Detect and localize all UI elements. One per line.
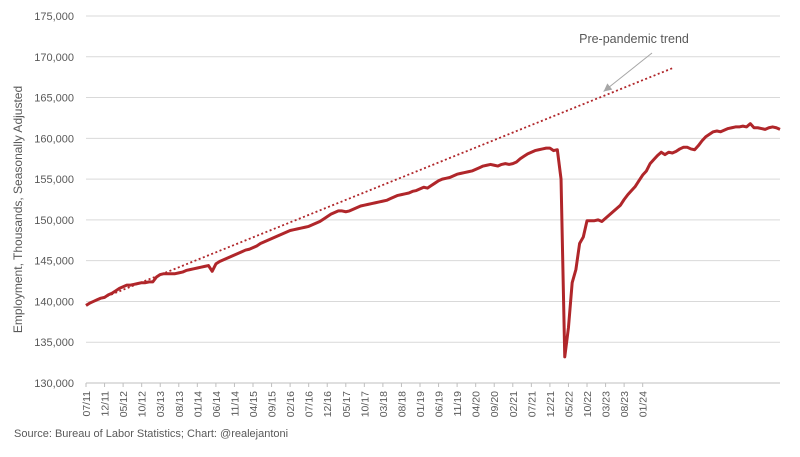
y-tick-label: 155,000 [34, 174, 74, 186]
x-tick-label: 02/16 [285, 391, 297, 417]
x-tick-label: 07/16 [304, 391, 316, 417]
x-tick-label: 12/21 [545, 391, 557, 417]
x-tick-label: 06/14 [211, 391, 223, 417]
annotation-label: Pre-pandemic trend [579, 32, 689, 46]
y-axis-label: Employment, Thousands, Seasonally Adjust… [11, 86, 25, 333]
x-tick-label: 04/20 [471, 391, 483, 417]
y-tick-label: 165,000 [34, 93, 74, 105]
grid-lines [86, 15, 780, 343]
x-tick-label: 01/24 [638, 391, 650, 417]
y-tick-label: 175,000 [34, 11, 74, 23]
x-tick-label: 05/22 [563, 391, 575, 417]
x-tick-label: 10/12 [137, 391, 149, 417]
x-tick-label: 05/12 [118, 391, 130, 417]
x-tick-label: 07/21 [526, 391, 538, 417]
x-tick-label: 08/13 [174, 391, 186, 417]
y-tick-label: 170,000 [34, 52, 74, 64]
x-tick-label: 11/19 [452, 391, 464, 417]
x-tick-label: 10/17 [359, 391, 371, 417]
pre-pandemic-trend-line [85, 67, 673, 306]
x-tick-label: 03/18 [378, 391, 390, 417]
x-tick-label: 06/19 [434, 391, 446, 417]
x-axis-ticks: 07/11 12/11 05/12 10/12 03/13 08/13 01/14 06/14… [81, 383, 650, 417]
y-tick-label: 135,000 [34, 337, 74, 349]
x-tick-label: 01/14 [192, 391, 204, 417]
x-tick-label: 09/15 [267, 391, 279, 417]
x-tick-label: 04/15 [248, 391, 260, 417]
source-note: Source: Bureau of Labor Statistics; Char… [14, 428, 289, 440]
annotation: Pre-pandemic trend [579, 32, 689, 92]
x-tick-label: 03/23 [601, 391, 613, 417]
x-tick-label: 08/23 [619, 391, 631, 417]
employment-series-line [85, 122, 781, 359]
x-tick-label: 07/11 [81, 391, 93, 417]
x-tick-label: 05/17 [341, 391, 353, 417]
x-tick-label: 02/21 [508, 391, 520, 417]
y-tick-label: 150,000 [34, 215, 74, 227]
y-tick-label: 160,000 [34, 133, 74, 145]
y-tick-label: 140,000 [34, 296, 74, 308]
y-tick-label: 145,000 [34, 256, 74, 268]
x-tick-label: 10/22 [582, 391, 594, 417]
x-tick-label: 01/19 [415, 391, 427, 417]
annotation-arrowhead [603, 83, 613, 92]
x-tick-label: 09/20 [489, 391, 501, 417]
x-tick-label: 08/18 [396, 391, 408, 417]
y-axis-ticks: 130,000 135,000 140,000 145,000 150,000 155,0… [34, 11, 74, 390]
x-tick-label: 03/13 [155, 391, 167, 417]
annotation-arrow [603, 52, 653, 92]
y-tick-label: 130,000 [34, 378, 74, 390]
x-tick-label: 11/14 [229, 391, 241, 417]
x-tick-label: 12/11 [100, 391, 112, 417]
x-tick-label: 12/16 [322, 391, 334, 417]
